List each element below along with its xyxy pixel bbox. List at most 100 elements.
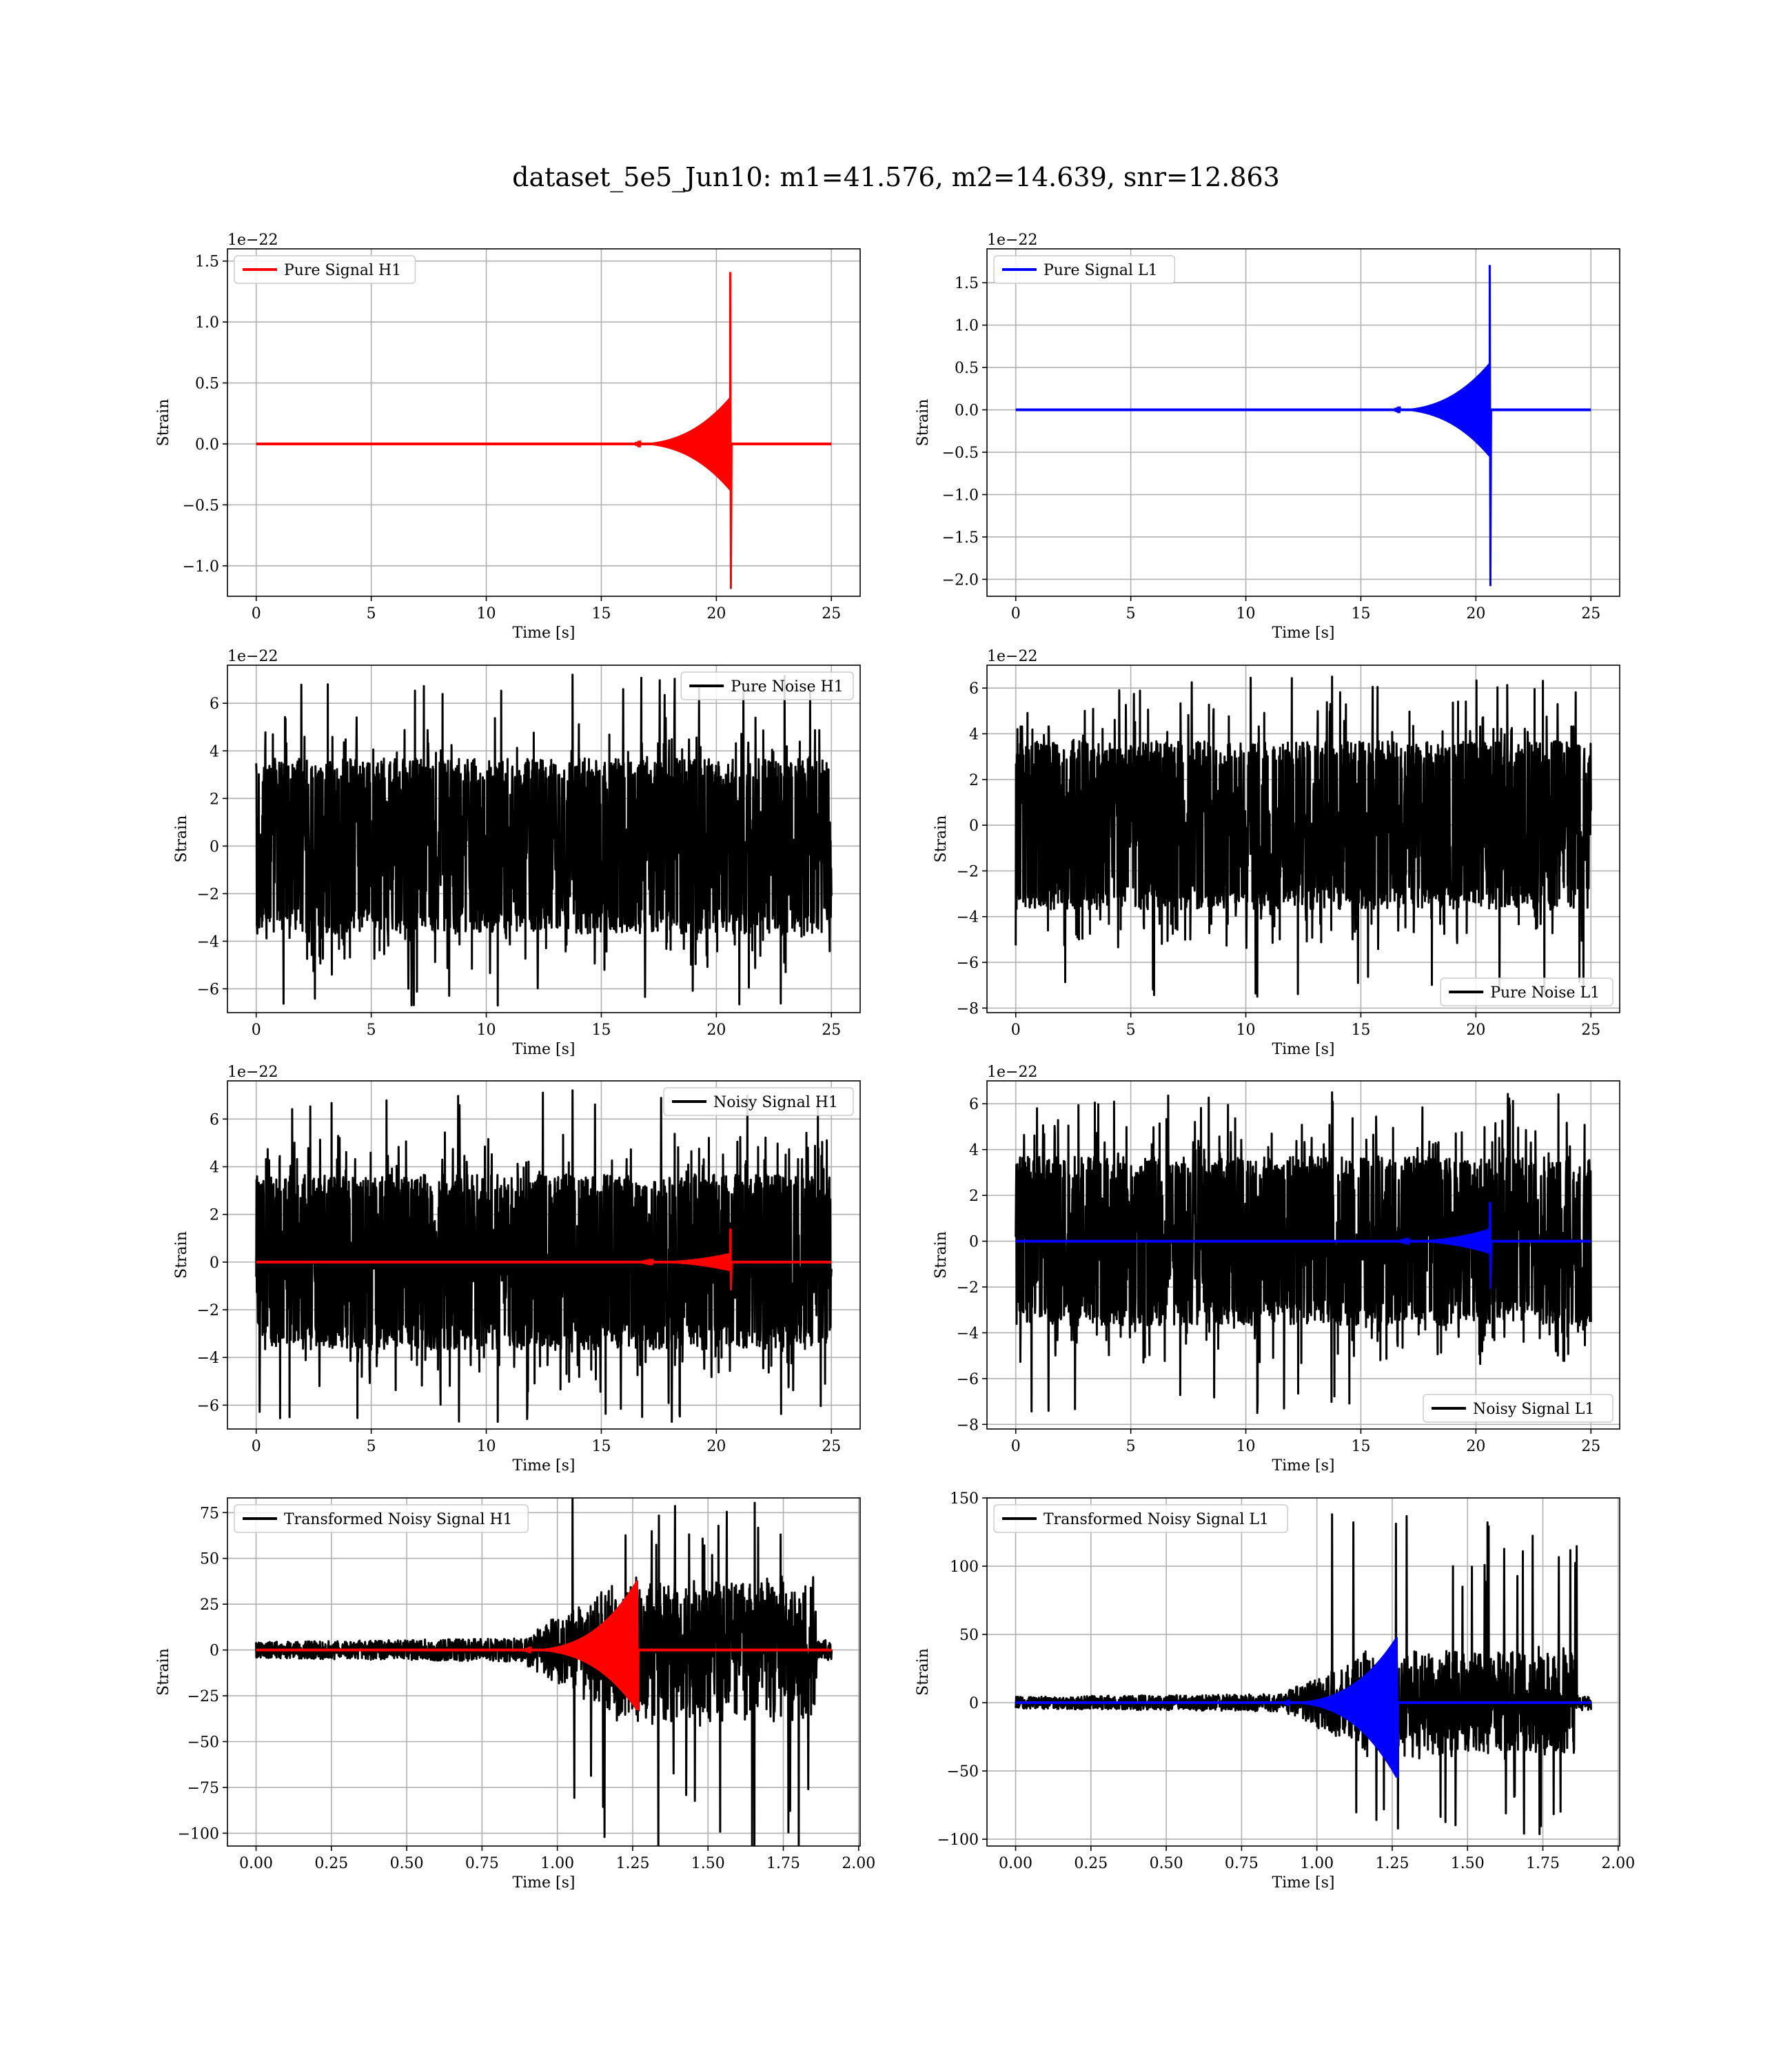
- noise-trace: [255, 1089, 833, 1423]
- y-tick-label: −1.0: [942, 487, 979, 504]
- legend-box: [234, 1504, 529, 1533]
- data-layer: [1015, 676, 1592, 998]
- subplot-pure-noise-h1: 0 5 10 15 20 25 −6 −4 −2 0 2 4 6 Time [s] Strain 1e−22 P…: [173, 648, 861, 1058]
- x-axis-label: Time [s]: [512, 1874, 575, 1892]
- y-axis-label: Strain: [933, 815, 950, 863]
- plot-area: [987, 249, 1620, 596]
- x-tick-label: 10: [477, 1022, 496, 1039]
- noise-trace: [1015, 1513, 1592, 1836]
- x-tick-label: 20: [1466, 605, 1485, 622]
- x-tick-label: 5: [367, 1022, 376, 1039]
- x-tick-label: 25: [822, 1438, 841, 1455]
- y-tick-label: 50: [959, 1627, 979, 1644]
- y-axis: −6 −4 −2 0 2 4 6: [197, 1111, 227, 1415]
- y-tick-label: 0: [210, 1255, 219, 1272]
- axes-frame: [986, 1497, 1620, 1847]
- x-tick-label: 0.00: [239, 1855, 273, 1872]
- y-tick-label: −100: [937, 1832, 979, 1849]
- x-tick-label: 5: [367, 605, 376, 622]
- y-tick-label: 4: [210, 743, 219, 760]
- legend-label: Pure Noise L1: [1490, 984, 1600, 1002]
- x-tick-label: 0.50: [390, 1855, 424, 1872]
- x-axis: 0 5 10 15 20 25: [252, 596, 841, 622]
- legend: Transformed Noisy Signal L1: [993, 1504, 1288, 1533]
- x-tick-label: 20: [706, 1438, 726, 1455]
- y-tick-label: 6: [210, 696, 219, 713]
- legend: Noisy Signal L1: [1423, 1394, 1613, 1423]
- axis-offset-text: 1e−22: [987, 1064, 1037, 1081]
- x-axis-label: Time [s]: [512, 1041, 575, 1058]
- x-tick-label: 1.25: [1375, 1855, 1409, 1872]
- noise-trace: [1015, 1091, 1592, 1415]
- y-axis: −8 −6 −4 −2 0 2 4 6: [957, 680, 987, 1017]
- x-axis-label: Time [s]: [1272, 625, 1334, 642]
- y-tick-label: −0.5: [183, 497, 219, 514]
- x-tick-label: 20: [706, 605, 726, 622]
- x-axis-label: Time [s]: [512, 1457, 575, 1474]
- y-tick-label: 1.0: [955, 318, 979, 335]
- x-tick-label: 10: [1236, 1022, 1256, 1039]
- y-tick-label: 4: [210, 1159, 219, 1177]
- legend: Pure Signal H1: [234, 255, 416, 284]
- x-tick-label: 15: [591, 1022, 611, 1039]
- y-tick-label: −1.0: [183, 558, 219, 576]
- y-tick-label: −6: [957, 955, 979, 972]
- signal-envelope: [1386, 363, 1490, 457]
- y-tick-label: −4: [197, 1350, 219, 1367]
- y-tick-label: 1.5: [195, 254, 219, 271]
- y-axis: −6 −4 −2 0 2 4 6: [197, 696, 227, 998]
- y-tick-label: 6: [969, 680, 979, 698]
- legend-box: [1440, 977, 1613, 1006]
- x-tick-label: 15: [1351, 1438, 1370, 1455]
- y-tick-label: −25: [187, 1688, 219, 1705]
- grid-lines: [227, 249, 860, 596]
- x-axis: 0 5 10 15 20 25: [1011, 596, 1600, 622]
- y-tick-label: 2: [969, 772, 979, 789]
- x-axis: 0 5 10 15 20 25: [1011, 1429, 1600, 1455]
- x-tick-label: 5: [1126, 1438, 1136, 1455]
- x-tick-label: 0: [252, 1438, 261, 1455]
- legend: Pure Signal L1: [993, 255, 1176, 284]
- x-tick-label: 15: [591, 605, 611, 622]
- y-tick-label: 0.5: [195, 376, 219, 393]
- y-tick-label: −8: [957, 1417, 979, 1434]
- y-axis: −100 −75 −50 −25 0 25 50 75: [178, 1505, 227, 1843]
- legend: Pure Noise L1: [1440, 977, 1613, 1006]
- axes-frame: [227, 1497, 861, 1847]
- y-tick-label: 2: [210, 791, 219, 808]
- x-tick-label: 20: [1466, 1022, 1485, 1039]
- x-tick-label: 5: [1126, 1022, 1136, 1039]
- x-tick-label: 1.50: [691, 1855, 725, 1872]
- x-tick-label: 1.25: [615, 1855, 649, 1872]
- subplot-pure-noise-l1: 0 5 10 15 20 25 −8 −6 −4 −2 0 2 4 6 Time [s] Strain 1e−2…: [933, 648, 1620, 1058]
- axis-offset-text: 1e−22: [227, 648, 278, 665]
- axes-frame: [986, 248, 1620, 597]
- x-axis-label: Time [s]: [1272, 1457, 1334, 1474]
- y-tick-label: 0.0: [955, 403, 979, 420]
- x-tick-label: 0: [1011, 1438, 1021, 1455]
- x-tick-label: 25: [822, 605, 841, 622]
- x-tick-label: 5: [1126, 605, 1136, 622]
- data-layer: [1015, 1513, 1592, 1836]
- x-tick-label: 2.00: [842, 1855, 875, 1872]
- x-tick-label: 10: [1236, 1438, 1256, 1455]
- signal-chirp: [510, 1580, 640, 1711]
- x-axis: 0 5 10 15 20 25: [1011, 1013, 1600, 1039]
- legend: Transformed Noisy Signal H1: [234, 1504, 529, 1533]
- y-tick-label: −2: [957, 863, 979, 880]
- y-tick-label: 0: [969, 818, 979, 835]
- x-axis-label: Time [s]: [1272, 1041, 1334, 1058]
- y-tick-label: 0: [210, 838, 219, 855]
- x-tick-label: 1.00: [1300, 1855, 1334, 1872]
- x-tick-label: 1.75: [1526, 1855, 1560, 1872]
- y-tick-label: −2: [197, 886, 219, 903]
- y-tick-label: −6: [197, 1397, 219, 1415]
- y-tick-label: 0.5: [955, 360, 979, 377]
- y-tick-label: −100: [178, 1825, 219, 1843]
- legend-label: Noisy Signal H1: [713, 1094, 838, 1111]
- legend-box: [993, 255, 1176, 284]
- y-axis: −8 −6 −4 −2 0 2 4 6: [957, 1096, 987, 1434]
- x-axis-label: Time [s]: [1272, 1874, 1334, 1892]
